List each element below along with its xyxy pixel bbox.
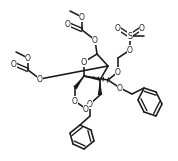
- Text: O: O: [87, 99, 93, 109]
- Text: O: O: [79, 13, 85, 22]
- Text: O: O: [81, 57, 87, 66]
- Text: O: O: [92, 35, 98, 44]
- Text: O: O: [72, 96, 78, 105]
- Text: O: O: [11, 60, 17, 68]
- Text: O: O: [115, 24, 121, 33]
- Text: O: O: [37, 75, 43, 84]
- Polygon shape: [98, 80, 102, 95]
- Text: O: O: [65, 19, 71, 28]
- Text: O: O: [83, 104, 89, 114]
- Text: O: O: [139, 24, 145, 33]
- Text: S: S: [127, 32, 133, 41]
- Text: O: O: [117, 84, 123, 93]
- Text: O: O: [127, 46, 133, 55]
- Text: O: O: [25, 53, 31, 62]
- Polygon shape: [73, 76, 84, 89]
- Text: O: O: [115, 67, 121, 76]
